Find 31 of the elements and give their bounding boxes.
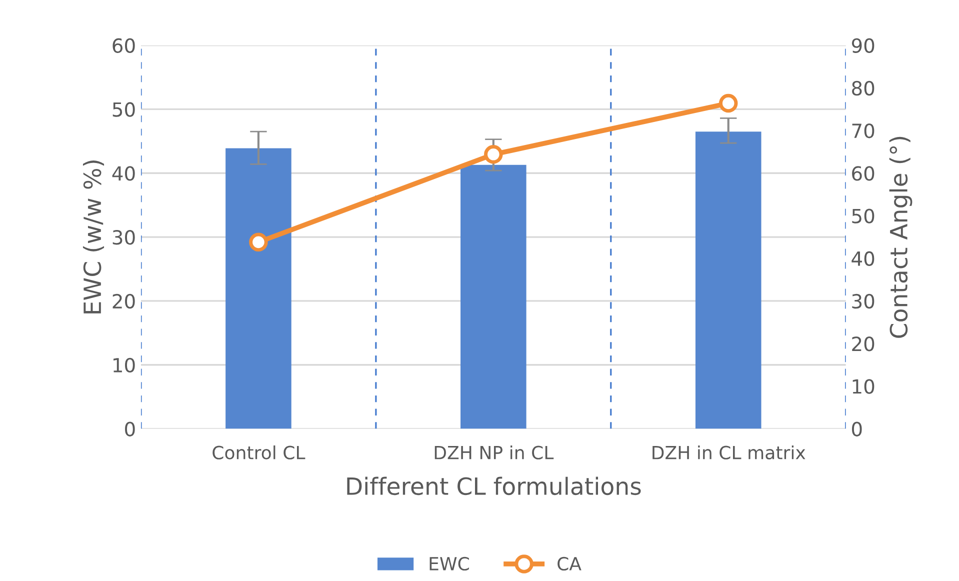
bar — [695, 132, 762, 429]
y-tick-label: 30 — [112, 230, 135, 245]
legend-label: CA — [558, 556, 582, 571]
point — [718, 94, 738, 113]
x-tick-label: DZH NP in CL — [434, 445, 554, 460]
point — [484, 145, 503, 164]
y2-tick-label: 80 — [852, 80, 874, 96]
x-axis-title: Different CL formulations — [347, 476, 641, 496]
y2-axis-title: Contact Angle (°) — [889, 136, 912, 338]
y2-tick-label: 90 — [852, 38, 874, 53]
y-tick-label: 0 — [125, 422, 135, 436]
x-tick-label: DZH in CL matrix — [652, 445, 806, 460]
y2-tick-label: 70 — [852, 123, 874, 138]
y2-tick-label: 60 — [852, 166, 874, 181]
y2-tick-label: 30 — [852, 294, 874, 309]
y-tick-label: 20 — [112, 294, 135, 309]
y-tick-label: 60 — [112, 38, 135, 53]
y2-tick-label: 40 — [852, 251, 874, 266]
y2-tick-label: 0 — [852, 422, 862, 436]
x-tick-label: Control CL — [212, 445, 306, 460]
bar — [460, 164, 526, 429]
y-axis-title: EWC (w/w %) — [82, 160, 104, 314]
bar — [226, 148, 292, 429]
y2-tick-label: 20 — [852, 336, 874, 352]
legend-label: EWC — [430, 556, 469, 571]
y2-tick-label: 10 — [852, 379, 874, 394]
y2-tick-label: 50 — [852, 208, 874, 224]
y-tick-label: 10 — [114, 358, 135, 373]
y-tick-label: 40 — [112, 166, 135, 181]
y-tick-label: 50 — [112, 102, 135, 117]
point — [249, 232, 268, 252]
